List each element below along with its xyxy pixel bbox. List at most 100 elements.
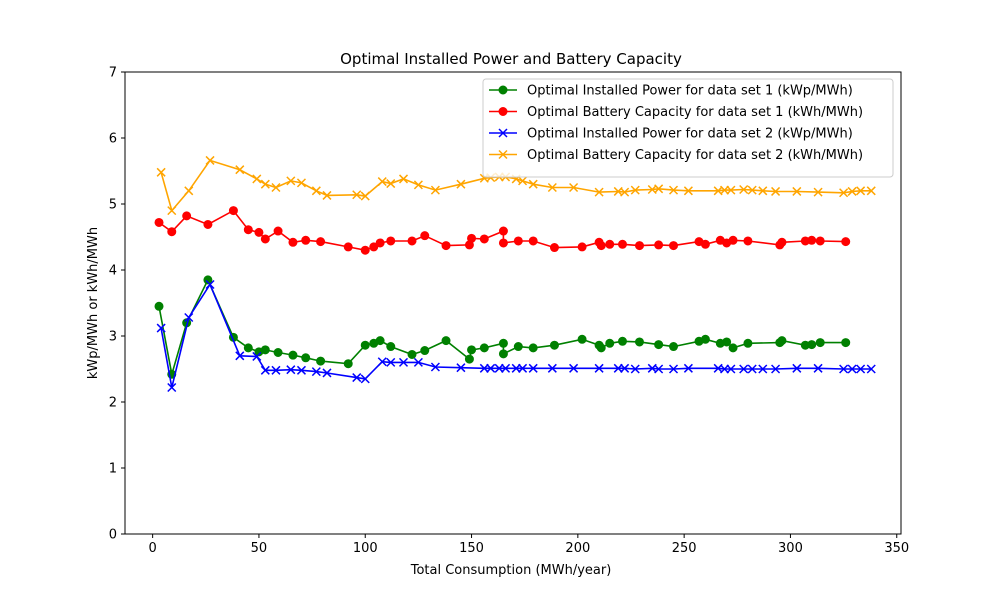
data-point — [311, 367, 321, 377]
y-tick-label: 4 — [109, 264, 117, 279]
data-point — [620, 187, 630, 197]
data-point — [771, 364, 781, 374]
data-point — [518, 363, 528, 373]
data-point — [528, 363, 538, 373]
data-point — [260, 345, 270, 355]
data-point — [813, 363, 823, 373]
series-1 — [154, 275, 851, 379]
data-point — [549, 243, 559, 253]
data-point — [700, 334, 710, 344]
data-point — [316, 237, 326, 247]
data-point — [528, 236, 538, 246]
data-point — [386, 236, 396, 246]
data-point — [288, 237, 298, 247]
data-point — [479, 234, 489, 244]
data-point — [235, 351, 245, 361]
data-point — [726, 364, 736, 374]
legend-item: Optimal Battery Capacity for data set 1 … — [489, 105, 863, 120]
data-point — [377, 357, 387, 367]
data-point — [407, 236, 417, 246]
x-axis: 0 50 100 150 200 250 300 350 — [148, 534, 909, 556]
data-point — [377, 177, 387, 187]
data-point — [596, 343, 606, 353]
data-point — [747, 185, 757, 195]
data-point — [430, 362, 440, 372]
data-point — [156, 323, 166, 333]
legend-marker — [498, 107, 508, 116]
data-point — [841, 338, 851, 348]
series-line — [160, 282, 872, 388]
data-point — [360, 245, 370, 255]
data-point — [620, 363, 630, 373]
data-point — [815, 236, 825, 246]
data-point — [369, 242, 379, 252]
data-point — [728, 343, 738, 353]
data-point — [771, 186, 781, 196]
data-point — [322, 368, 332, 378]
data-point — [154, 301, 164, 311]
data-point — [634, 241, 644, 251]
x-tick-label: 250 — [672, 541, 697, 556]
legend: Optimal Installed Power for data set 1 (… — [482, 78, 894, 178]
data-point — [398, 174, 409, 184]
y-tick-label: 6 — [109, 132, 117, 147]
data-point — [420, 346, 430, 356]
data-point — [577, 242, 587, 252]
plot-area — [124, 71, 902, 535]
data-point — [467, 345, 477, 355]
data-point — [413, 357, 423, 367]
data-point — [301, 235, 311, 245]
data-point — [528, 179, 538, 189]
data-point — [683, 186, 693, 196]
y-tick-label: 2 — [109, 396, 117, 411]
data-point — [296, 178, 306, 188]
data-point — [360, 374, 370, 384]
data-point — [594, 363, 604, 373]
data-point — [386, 179, 396, 189]
data-point — [413, 180, 423, 190]
x-axis-label: Total Consumption (MWh/year) — [410, 563, 612, 578]
data-point — [518, 176, 528, 186]
data-point — [654, 364, 664, 374]
data-point — [322, 190, 332, 200]
data-point — [634, 337, 644, 347]
data-point — [739, 364, 749, 374]
legend-label: Optimal Installed Power for data set 2 (… — [527, 127, 853, 142]
data-point — [203, 275, 213, 285]
data-point — [513, 236, 523, 246]
data-point — [286, 176, 296, 186]
data-point — [669, 241, 679, 251]
legend-marker — [498, 85, 508, 95]
data-point — [498, 238, 508, 248]
chart-title: Optimal Installed Power and Battery Capa… — [340, 50, 682, 68]
data-point — [301, 353, 311, 363]
data-point — [617, 336, 627, 346]
data-point — [271, 182, 281, 193]
data-point — [254, 227, 264, 237]
data-point — [288, 350, 298, 360]
data-point — [792, 363, 802, 373]
data-point — [430, 185, 440, 195]
data-point — [839, 188, 849, 198]
data-point — [252, 351, 262, 361]
data-point — [549, 340, 559, 350]
series-layer — [154, 155, 876, 393]
data-point — [228, 206, 238, 216]
data-point — [260, 365, 270, 375]
series-4 — [156, 155, 876, 216]
data-point — [513, 342, 523, 352]
data-point — [479, 343, 489, 353]
x-tick-label: 350 — [884, 541, 909, 556]
data-point — [866, 186, 876, 196]
data-point — [182, 211, 192, 221]
data-point — [856, 186, 866, 196]
data-point — [343, 359, 353, 369]
data-point — [243, 343, 253, 353]
data-point — [205, 155, 215, 165]
data-point — [154, 217, 164, 227]
data-point — [777, 336, 787, 346]
data-point — [547, 363, 557, 373]
legend-box — [482, 78, 894, 178]
data-point — [205, 279, 215, 290]
data-point — [311, 186, 321, 196]
